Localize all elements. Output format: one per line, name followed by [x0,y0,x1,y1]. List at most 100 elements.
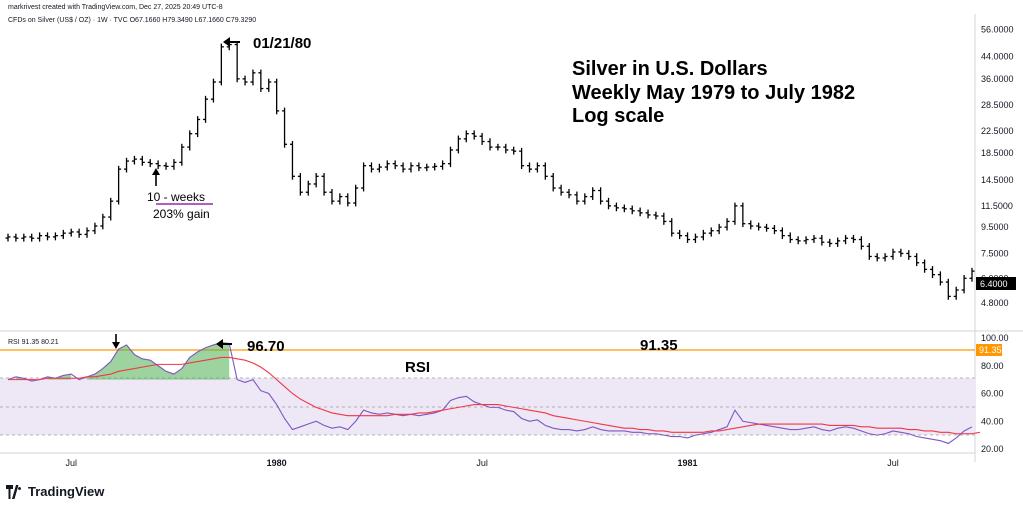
tradingview-logo-icon [6,484,22,499]
ohlc-bar [653,211,659,220]
ohlc-bar [621,204,627,213]
ohlc-bar [716,223,722,235]
ohlc-bar [210,78,216,103]
rsi-down-arrow-icon [112,334,120,349]
ohlc-bar [29,233,35,242]
ohlc-bar [361,162,367,192]
tradingview-footer: TradingView [6,484,104,499]
ohlc-bar [424,163,430,172]
ohlc-bar [108,197,114,221]
ohlc-bar [795,236,801,245]
ohlc-bar [677,229,683,240]
ohlc-bar [329,188,335,205]
ohlc-bar [495,143,501,151]
ohlc-bar [155,160,161,170]
ohlc-bar [116,165,122,205]
ohlc-bar [471,130,477,140]
symbol-line: CFDs on Silver (US$ / OZ) · 1W · TVC O67… [8,17,256,24]
gain-label: 203% gain [153,207,210,221]
price-tick-label: 4.8000 [981,298,1009,308]
ohlc-bar [511,146,517,155]
ohlc-bar [740,202,746,228]
ohlc-bar [234,41,240,83]
price-tick-label: 36.0000 [981,74,1014,84]
ohlc-bar [37,232,43,242]
ohlc-bar [629,205,635,215]
rsi-value-badge [976,344,1002,356]
ohlc-bar [724,218,730,231]
ohlc-bar [321,173,327,196]
ohlc-bar [700,229,706,241]
ohlc-bar [337,193,343,205]
ohlc-bar [606,197,612,210]
ohlc-bar [969,267,975,282]
ohlc-bar [692,233,698,243]
ohlc-bar [274,78,280,115]
last-price-label: 6.4000 [980,279,1008,289]
price-tick-label: 14.5000 [981,175,1014,185]
ohlc-bar [961,275,967,294]
ohlc-bar [914,253,920,267]
ohlc-bar [400,162,406,173]
title-line-3: Log scale [572,105,664,127]
ohlc-bar [566,188,572,199]
ohlc-bar [558,184,564,196]
ohlc-bar [866,242,872,260]
ohlc-bar [850,234,856,243]
ohlc-bar [45,232,51,241]
ohlc-bar [13,233,19,242]
ohlc-bar [432,163,438,171]
ohlc-bar [5,233,11,242]
ohlc-bar [353,184,359,207]
time-tick-label: Jul [65,458,77,468]
ohlc-bar [392,160,398,170]
ohlc-bar [195,116,201,138]
ohlc-bar [590,187,596,200]
ohlc-bar [827,238,833,247]
ohlc-bar [171,159,177,170]
ohlc-bar [598,187,604,205]
title-line-2: Weekly May 1979 to July 1982 [572,82,855,104]
ohlc-bar [84,227,90,238]
ohlc-bar [811,234,817,243]
price-tick-label: 28.5000 [981,100,1014,110]
ohlc-bar [147,159,153,168]
rsi-line [7,342,973,445]
ohlc-bar [289,140,295,180]
ohlc-bar [542,162,548,180]
ohlc-bar [297,173,303,196]
ohlc-bar [305,180,311,196]
rsi-tick-label: 20.00 [981,444,1004,454]
rsi-title-label: RSI [405,359,430,376]
ohlc-bar [218,43,224,86]
ohlc-bar [771,225,777,235]
ohlc-bar [764,223,770,232]
ohlc-bar [203,95,209,123]
peak-arrow-icon [223,37,240,47]
rsi-peak-arrow-icon [216,339,232,349]
ohlc-bar [345,193,351,207]
ohlc-bar [100,213,106,230]
ohlc-bar [945,278,951,300]
price-tick-label: 11.5000 [981,201,1013,211]
ohlc-bar [455,135,461,154]
brand-name: TradingView [28,484,105,499]
peak-date-label: 01/21/80 [253,35,311,52]
ohlc-bar [669,218,675,237]
ohlc-bar [803,236,809,245]
ohlc-bar [92,222,98,235]
ohlc-bar [416,162,422,172]
ohlc-bar [440,160,446,170]
price-tick-label: 18.5000 [981,148,1014,158]
ohlc-bar [843,234,849,245]
ohlc-bar [645,209,651,219]
price-tick-label: 56.0000 [981,25,1014,35]
ohlc-bar [60,229,66,240]
ohlc-bar [882,253,888,262]
ohlc-bar [447,146,453,168]
ohlc-bar [139,155,145,166]
ohlc-bar [258,69,264,92]
ohlc-bar [68,228,74,237]
rsi-tick-label: 40.00 [981,416,1004,426]
ohlc-bar [953,286,959,300]
